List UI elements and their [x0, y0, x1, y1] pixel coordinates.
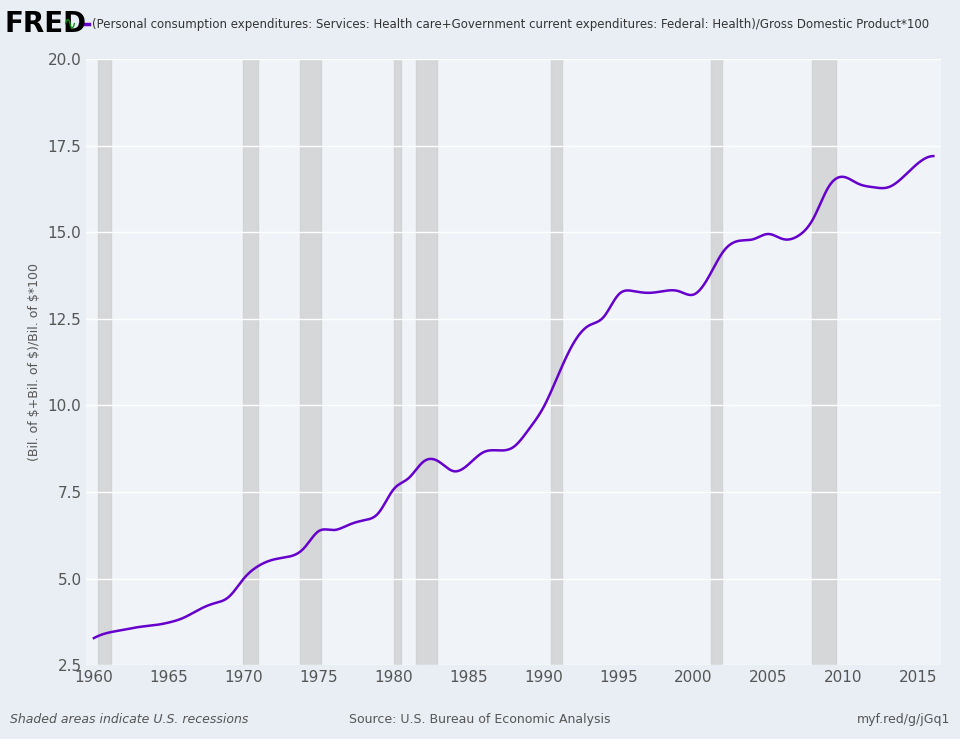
Text: Source: U.S. Bureau of Economic Analysis: Source: U.S. Bureau of Economic Analysis	[349, 712, 611, 726]
Bar	[243, 59, 257, 665]
Bar	[711, 59, 722, 665]
Bar	[417, 59, 438, 665]
Bar	[812, 59, 836, 665]
Bar	[394, 59, 401, 665]
Bar	[551, 59, 563, 665]
Text: (Personal consumption expenditures: Services: Health care+Government current exp: (Personal consumption expenditures: Serv…	[92, 18, 929, 30]
Y-axis label: (Bil. of $+Bil. of $)/Bil. of $*100: (Bil. of $+Bil. of $)/Bil. of $*100	[28, 263, 41, 461]
Text: FRED: FRED	[5, 10, 87, 38]
Bar	[300, 59, 322, 665]
Text: myf.red/g/jGq1: myf.red/g/jGq1	[857, 712, 950, 726]
Text: ∿: ∿	[62, 15, 76, 33]
Text: Shaded areas indicate U.S. recessions: Shaded areas indicate U.S. recessions	[10, 712, 248, 726]
Bar	[98, 59, 111, 665]
